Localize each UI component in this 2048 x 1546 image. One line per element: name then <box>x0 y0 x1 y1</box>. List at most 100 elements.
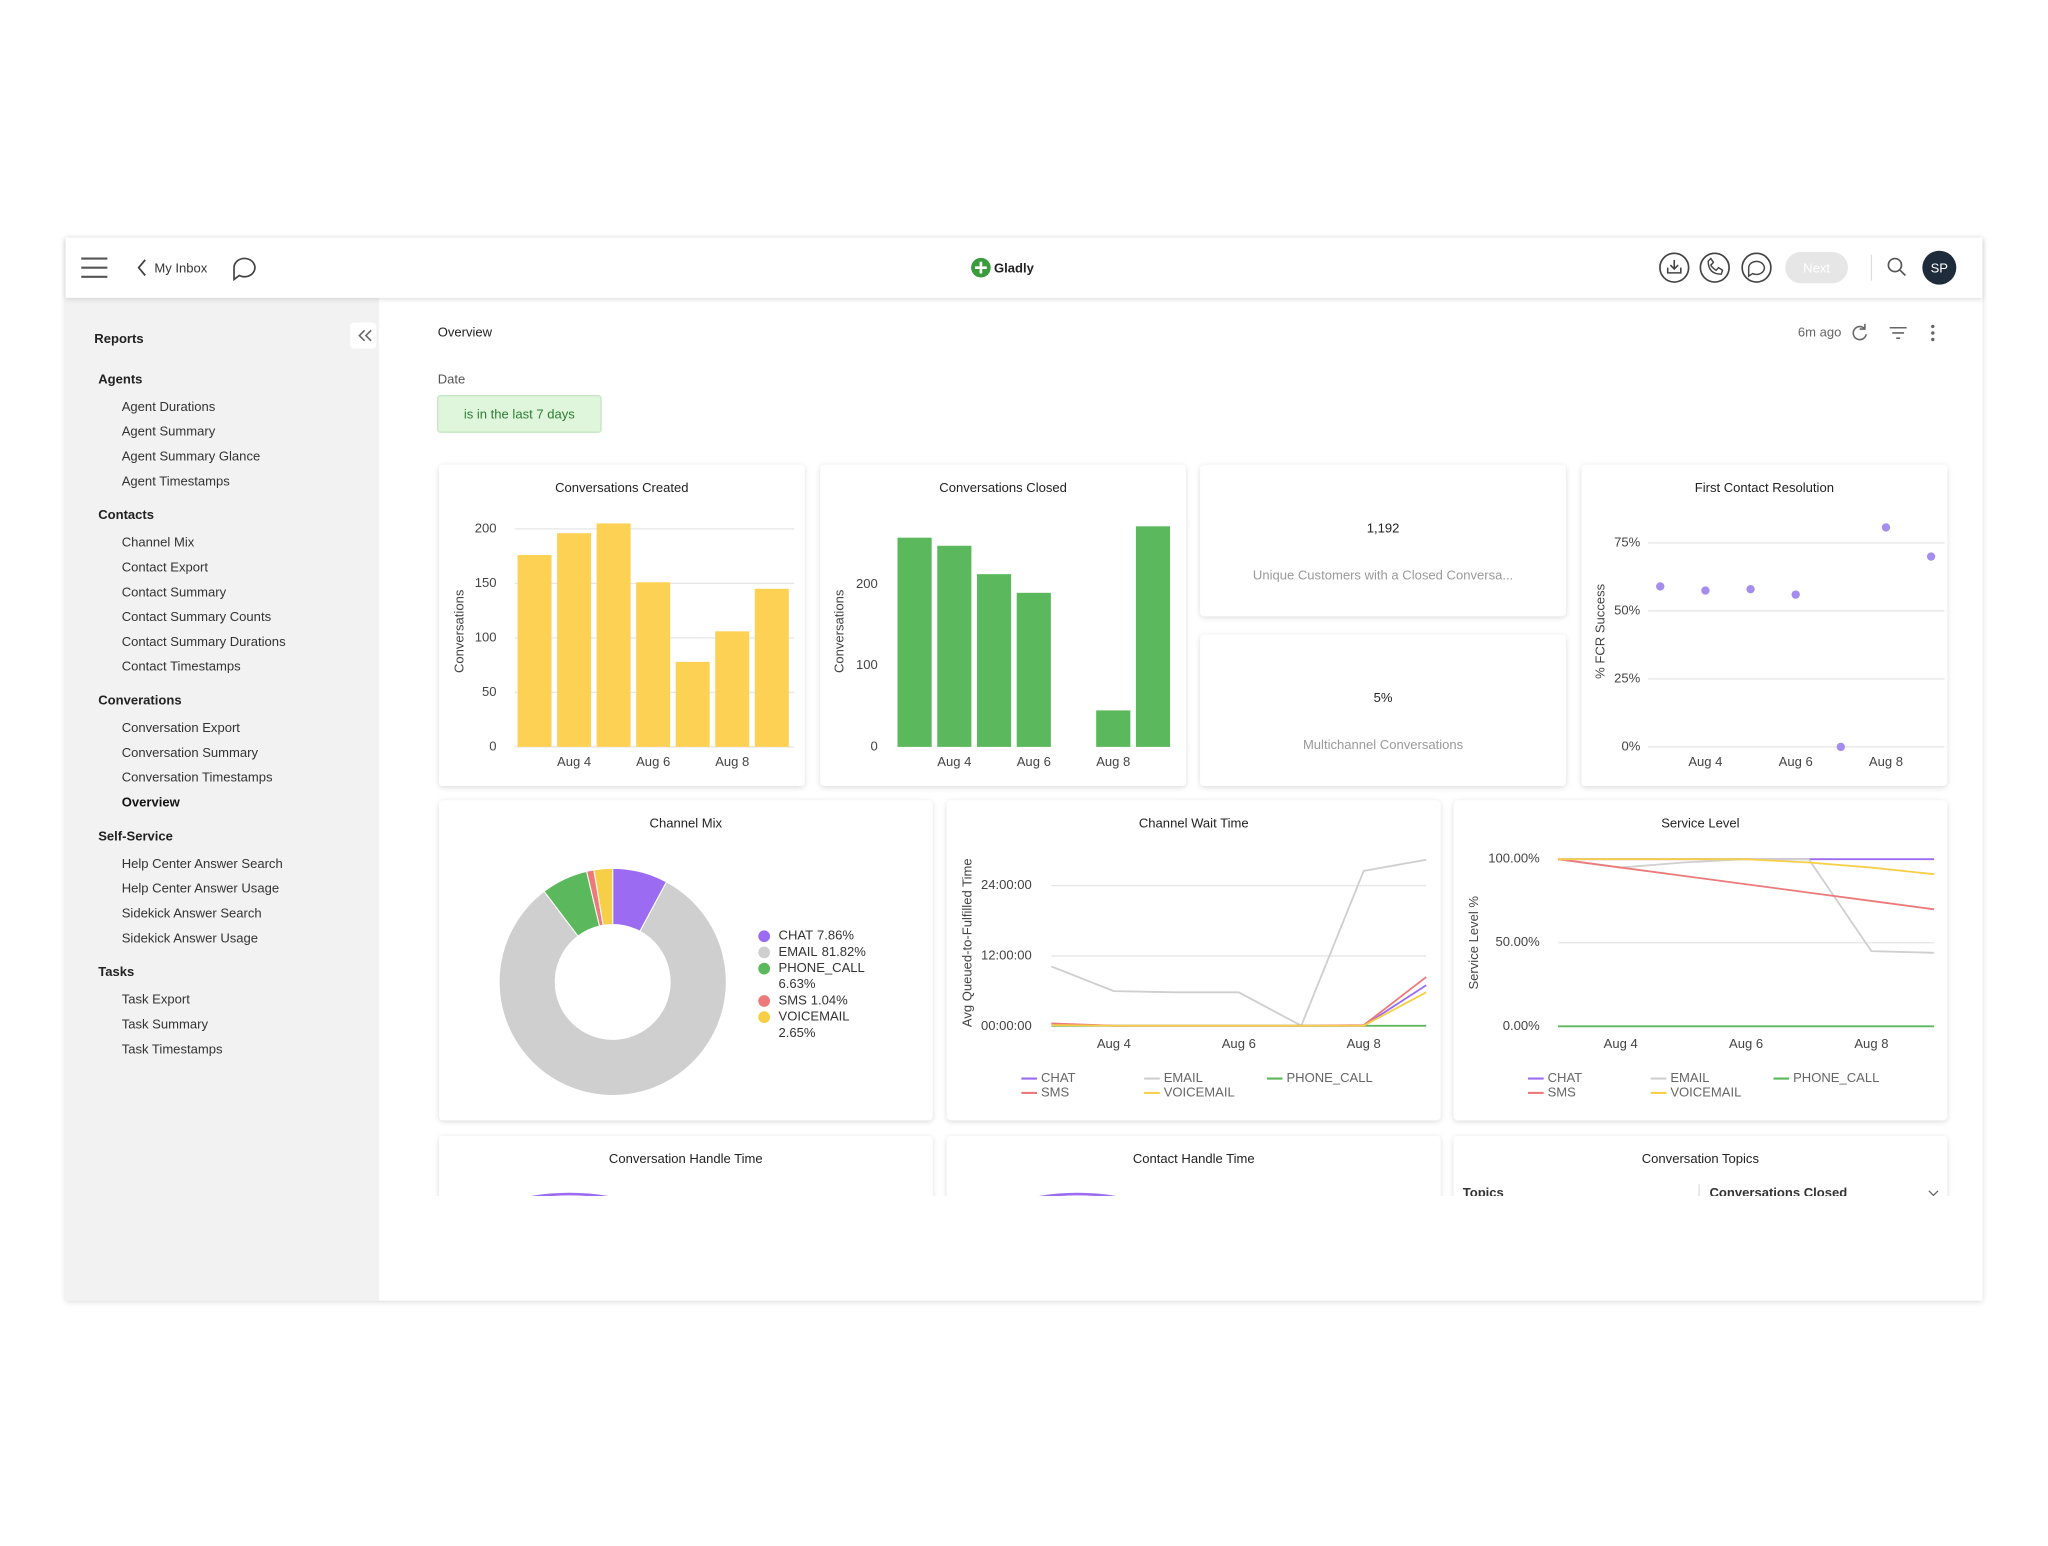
refresh-icon[interactable] <box>1852 323 1867 341</box>
nav-group: Agents <box>98 371 142 386</box>
bar <box>754 588 789 747</box>
back-chevron[interactable] <box>137 259 146 277</box>
sidebar-bg <box>65 297 379 1301</box>
nav-item[interactable]: Agent Summary Glance <box>122 448 261 463</box>
bar <box>557 533 592 747</box>
y-tick-label: 200 <box>856 576 878 591</box>
legend-label: PHONE_CALL <box>1286 1070 1372 1085</box>
series-line <box>1557 858 1935 911</box>
phone-glyph <box>1707 257 1724 275</box>
sort-chevron[interactable] <box>1928 1190 1939 1197</box>
y-tick-label: 12:00:00 <box>981 947 1032 962</box>
menu-button[interactable] <box>81 257 108 278</box>
avatar[interactable] <box>1922 250 1957 285</box>
bar <box>517 555 552 747</box>
legend-label: SMS <box>1041 1084 1070 1099</box>
kpi-value: 1,192 <box>1367 520 1400 535</box>
legend-swatch <box>758 930 771 943</box>
inbox-icon[interactable] <box>1659 252 1690 283</box>
nav-item[interactable]: Contact Export <box>122 559 209 574</box>
chart-preview <box>530 1192 609 1197</box>
more-icon[interactable] <box>1931 324 1935 342</box>
point <box>1746 585 1755 594</box>
nav-item[interactable]: Conversation Timestamps <box>122 770 273 785</box>
nav-item[interactable]: Task Export <box>122 992 191 1007</box>
y-axis-label: Conversations <box>451 589 466 673</box>
x-tick-label: Aug 8 <box>1096 754 1130 769</box>
collapse-button[interactable] <box>350 322 377 349</box>
legend-label: SMS <box>779 992 808 1007</box>
nav-item[interactable]: Overview <box>122 794 181 809</box>
avatar-initials: SP <box>1931 260 1949 275</box>
nav-item[interactable]: Contact Summary <box>122 584 227 599</box>
nav-item[interactable]: Contact Summary Counts <box>122 609 272 624</box>
nav-item[interactable]: Contact Summary Durations <box>122 634 286 649</box>
nav-item[interactable]: Conversation Summary <box>122 745 259 760</box>
nav-item[interactable]: Help Center Answer Usage <box>122 881 279 896</box>
chart-title: Channel Wait Time <box>1139 815 1249 830</box>
legend-swatch <box>758 995 771 1007</box>
bar <box>1096 710 1131 747</box>
chart-title: Service Level <box>1661 815 1739 830</box>
point <box>1701 586 1710 595</box>
y-axis-label: Avg Queued-to-Fulfilled Time <box>959 858 974 1027</box>
sidebar-title: Reports <box>94 331 143 346</box>
point <box>1926 552 1936 561</box>
chart-card <box>946 800 1441 1121</box>
x-tick-label: Aug 8 <box>1347 1036 1381 1051</box>
chart-card <box>946 1135 1441 1197</box>
filter-icon[interactable] <box>1889 326 1907 339</box>
point <box>1791 590 1800 599</box>
bar <box>976 574 1012 747</box>
bar <box>937 545 972 747</box>
filter-label: Date <box>438 371 466 386</box>
chart-title: Conversation Handle Time <box>609 1151 763 1166</box>
phone-icon[interactable] <box>1699 252 1730 283</box>
nav-item[interactable]: Task Timestamps <box>122 1041 223 1056</box>
y-tick-label: 50 <box>482 684 497 699</box>
chart-card <box>439 1135 933 1197</box>
x-tick-label: Aug 6 <box>1729 1036 1763 1051</box>
legend-value: 1.04% <box>811 992 848 1007</box>
point <box>1881 523 1891 532</box>
chat-icon[interactable] <box>233 257 256 282</box>
legend-label: PHONE_CALL <box>779 960 865 975</box>
chart-title: Conversation Topics <box>1642 1151 1760 1166</box>
legend-swatch <box>758 946 771 959</box>
sidebar-nav: Agents Agent Durations Agent Summary Agent … <box>98 371 286 1056</box>
nav-group: Converations <box>98 693 181 708</box>
legend-label: CHAT <box>779 928 814 943</box>
y-tick-label: 50% <box>1614 602 1641 617</box>
nav-item[interactable]: Agent Timestamps <box>122 473 231 488</box>
x-tick-label: Aug 6 <box>1222 1036 1256 1051</box>
back-link[interactable]: My Inbox <box>154 260 207 275</box>
inbox-glyph <box>1666 259 1682 274</box>
filter-pill[interactable] <box>437 394 602 433</box>
y-axis-label: Service Level % <box>1466 896 1481 990</box>
y-tick-label: 150 <box>475 575 497 590</box>
bar <box>1016 592 1051 747</box>
legend-label: CHAT <box>1041 1070 1076 1085</box>
y-tick-label: 0.00% <box>1503 1018 1540 1033</box>
nav-item[interactable]: Sidekick Answer Usage <box>122 930 258 945</box>
nav-item[interactable]: Conversation Export <box>122 720 241 735</box>
x-tick-label: Aug 8 <box>1869 754 1903 769</box>
nav-item[interactable]: Agent Summary <box>122 424 216 439</box>
column-header: Topics <box>1463 1185 1504 1200</box>
chart-title: Contact Handle Time <box>1133 1151 1255 1166</box>
nav-item[interactable]: Task Summary <box>122 1016 209 1031</box>
search-icon[interactable] <box>1887 257 1903 273</box>
message-icon[interactable] <box>1741 252 1772 283</box>
nav-item[interactable]: Sidekick Answer Search <box>122 905 262 920</box>
next-button[interactable] <box>1785 252 1848 284</box>
dashboard: 1,192 Unique Customers with a Closed Conv… <box>439 464 1948 1200</box>
legend-value: 81.82% <box>822 944 867 959</box>
legend-value: 2.65% <box>779 1025 816 1040</box>
nav-item[interactable]: Channel Mix <box>122 535 195 550</box>
nav-item[interactable]: Contact Timestamps <box>122 659 241 674</box>
nav-item[interactable]: Agent Durations <box>122 399 216 414</box>
legend-label: CHAT <box>1548 1070 1583 1085</box>
next-label: Next <box>1803 260 1830 275</box>
nav-item[interactable]: Help Center Answer Search <box>122 856 283 871</box>
kpi-label: Unique Customers with a Closed Conversa.… <box>1253 567 1513 582</box>
